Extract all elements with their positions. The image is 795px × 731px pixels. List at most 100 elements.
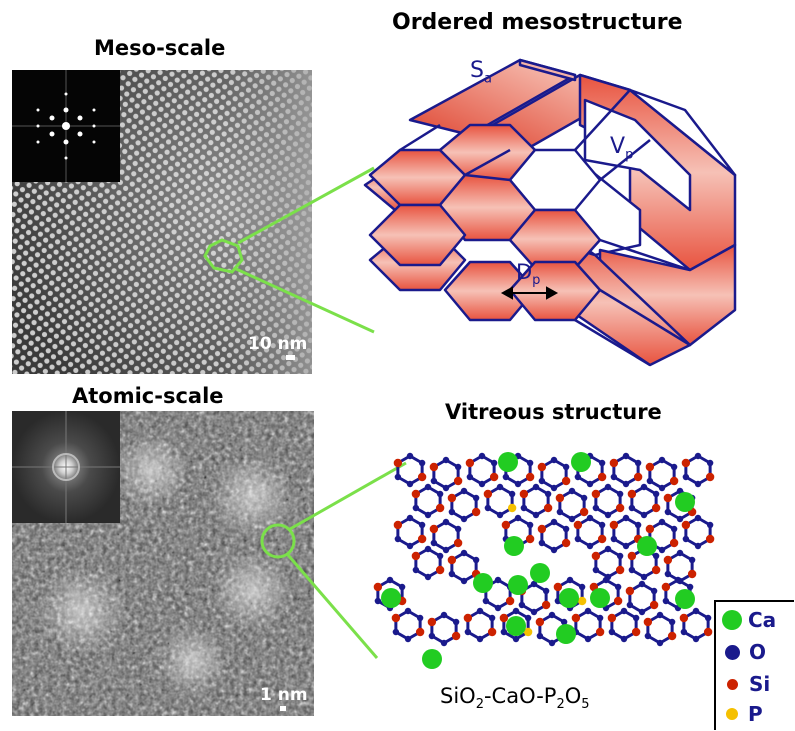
oxygen-atom — [428, 632, 436, 640]
silicon-atom — [573, 520, 583, 530]
oxygen-atom — [688, 556, 696, 564]
meso-fft-inset — [12, 70, 120, 182]
silicon-atom — [687, 569, 697, 579]
meso-scale-bar — [286, 355, 295, 360]
oxygen-atom — [692, 607, 700, 615]
oxygen-atom — [604, 483, 612, 491]
silicon-atom — [429, 524, 439, 534]
oxygen-atom — [478, 480, 486, 488]
silicon-atom — [669, 538, 679, 548]
oxygen-atom — [418, 459, 426, 467]
silicon-atom — [651, 503, 661, 513]
oxygen-atom — [574, 473, 582, 481]
silicon-atom — [649, 600, 659, 610]
silicon-atom — [591, 489, 601, 499]
silicon-atom — [483, 489, 493, 499]
oxygen-atom — [520, 504, 528, 512]
silicon-atom — [451, 631, 461, 641]
meso-scale-label: 10 nm — [248, 334, 308, 354]
atomic-scale-bar — [280, 706, 286, 711]
silicon-atom — [505, 596, 515, 606]
oxygen-atom — [686, 583, 694, 591]
pore-diameter-label: Dp — [516, 260, 541, 289]
ordered-mesostructure-title: Ordered mesostructure — [392, 10, 683, 35]
silicon-atom — [681, 458, 691, 468]
silicon-atom — [453, 538, 463, 548]
silicon-atom — [541, 600, 551, 610]
oxygen-atom — [568, 515, 576, 523]
oxygen-atom — [694, 542, 702, 550]
oxygen-atom — [638, 580, 646, 588]
oxygen-atom — [430, 539, 438, 547]
oxygen-atom — [658, 518, 666, 526]
silicon-atom — [393, 520, 403, 530]
oxygen-atom — [656, 611, 664, 619]
oxygen-atom — [514, 514, 522, 522]
oxygen-atom — [622, 452, 630, 460]
silicon-atom — [631, 627, 641, 637]
oxygen-atom — [512, 635, 520, 643]
oxygen-atom — [394, 473, 402, 481]
oxygen-atom — [560, 618, 568, 626]
oxygen-atom — [652, 490, 660, 498]
oxygen-atom — [562, 525, 570, 533]
calcium-atom — [590, 588, 610, 608]
silicon-atom — [435, 565, 445, 575]
calcium-icon — [722, 610, 742, 630]
oxygen-atom — [598, 459, 606, 467]
oxygen-atom — [610, 535, 618, 543]
oxygen-atom — [538, 477, 546, 485]
oxygen-atom — [640, 573, 648, 581]
silicon-atom — [411, 551, 421, 561]
legend-o: O — [722, 640, 766, 664]
silicon-atom — [393, 458, 403, 468]
phosphorus-atom — [577, 596, 587, 606]
oxygen-atom — [526, 521, 534, 529]
calcium-atom — [473, 573, 493, 593]
silicon-atom — [669, 476, 679, 486]
oxygen-atom — [476, 635, 484, 643]
oxygen-atom — [656, 639, 664, 647]
silicon-atom — [609, 520, 619, 530]
oxygen-atom — [664, 570, 672, 578]
oxygen-atom — [406, 514, 414, 522]
oxygen-atom — [662, 597, 670, 605]
calcium-atom — [675, 492, 695, 512]
silicon-atom — [373, 582, 383, 592]
meso-tem-image: 10 nm — [12, 70, 312, 374]
silicon-atom — [607, 613, 617, 623]
oxygen-atom — [392, 628, 400, 636]
silicon-atom — [615, 503, 625, 513]
silicon-atom — [663, 555, 673, 565]
oxygen-atom — [566, 576, 574, 584]
oxygen-atom — [424, 511, 432, 519]
oxygen-atom — [500, 628, 508, 636]
oxygen-atom — [592, 504, 600, 512]
oxygen-atom — [442, 456, 450, 464]
oxygen-atom — [508, 490, 516, 498]
oxygen-atom — [620, 607, 628, 615]
oxygen-atom — [706, 459, 714, 467]
silicon-atom — [651, 565, 661, 575]
silicon-atom — [429, 462, 439, 472]
calcium-atom — [422, 649, 442, 669]
oxygen-atom — [682, 535, 690, 543]
oxygen-atom — [694, 514, 702, 522]
oxygen-atom — [598, 521, 606, 529]
oxygen-atom — [694, 480, 702, 488]
oxygen-atom — [464, 628, 472, 636]
silicon-atom — [501, 520, 511, 530]
silicon-atom — [627, 489, 637, 499]
silicon-atom — [435, 503, 445, 513]
oxygen-atom — [626, 601, 634, 609]
silicon-atom — [561, 538, 571, 548]
silicon-atom — [411, 489, 421, 499]
oxygen-atom — [448, 508, 456, 516]
oxygen-atom — [440, 611, 448, 619]
silicon-atom — [705, 472, 715, 482]
oxygen-atom — [692, 635, 700, 643]
oxygen-atom — [406, 542, 414, 550]
oxygen-atom — [404, 635, 412, 643]
silicon-atom — [661, 582, 671, 592]
oxygen-atom — [584, 635, 592, 643]
